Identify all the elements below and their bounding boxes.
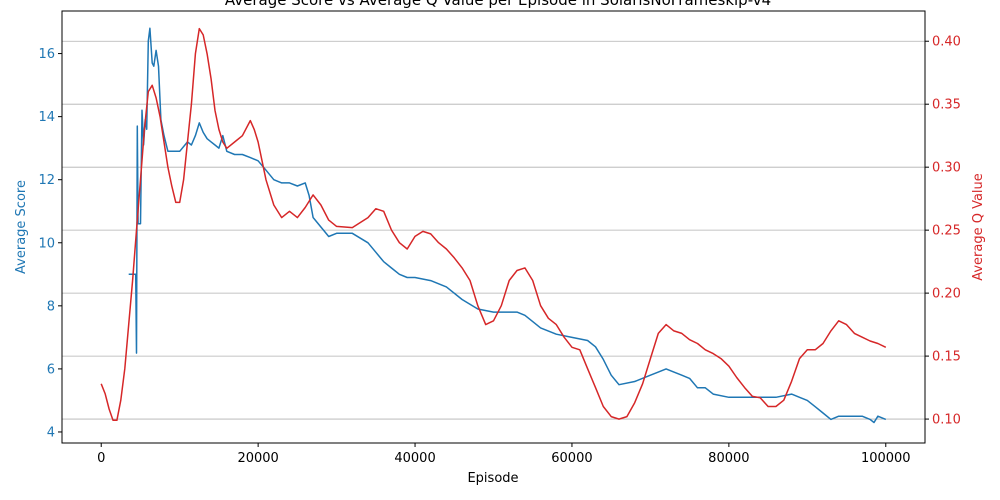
y-right-tick-label-2: 0.20 bbox=[932, 287, 961, 302]
y-right-tick-label-1: 0.15 bbox=[932, 350, 961, 365]
y-left-tick-label-0: 4 bbox=[47, 425, 55, 440]
series-line-right bbox=[100, 27, 887, 422]
y-left-tick-label-3: 10 bbox=[38, 236, 55, 251]
x-axis-label: Episode bbox=[467, 471, 518, 486]
series-layer bbox=[100, 27, 887, 424]
y-axis-left-label: Average Score bbox=[14, 180, 29, 274]
plot-frame bbox=[61, 10, 926, 444]
y-right-tick-label-5: 0.35 bbox=[932, 98, 961, 113]
x-tick-label-0: 0 bbox=[97, 451, 105, 466]
x-tick-label-2: 40000 bbox=[394, 451, 435, 466]
x-axis: 0 20000 40000 60000 80000 100000 bbox=[97, 443, 911, 466]
series-line-left bbox=[128, 27, 887, 424]
x-tick-label-4: 80000 bbox=[708, 451, 749, 466]
y-axis-right-label: Average Q Value bbox=[971, 173, 986, 281]
x-tick-label-5: 100000 bbox=[861, 451, 911, 466]
y-right-tick-label-0: 0.10 bbox=[932, 413, 961, 428]
grid bbox=[62, 40, 925, 420]
y-left-tick-label-2: 8 bbox=[47, 299, 55, 314]
y-left-tick-label-5: 14 bbox=[38, 110, 55, 125]
y-right-tick-label-6: 0.40 bbox=[932, 35, 961, 50]
y-right-tick-label-3: 0.25 bbox=[932, 224, 961, 239]
y-right-tick-label-4: 0.30 bbox=[932, 161, 961, 176]
y-left-tick-label-4: 12 bbox=[38, 173, 55, 188]
chart-title: Average Score vs Average Q Value per Epi… bbox=[225, 0, 771, 9]
x-tick-label-3: 60000 bbox=[551, 451, 592, 466]
y-axis-left: 4 6 8 10 12 14 16 bbox=[38, 47, 62, 440]
x-tick-label-1: 20000 bbox=[237, 451, 278, 466]
y-left-tick-label-6: 16 bbox=[38, 47, 55, 62]
y-axis-right: 0.10 0.15 0.20 0.25 0.30 0.35 0.40 bbox=[925, 35, 961, 428]
y-left-tick-label-1: 6 bbox=[47, 362, 55, 377]
